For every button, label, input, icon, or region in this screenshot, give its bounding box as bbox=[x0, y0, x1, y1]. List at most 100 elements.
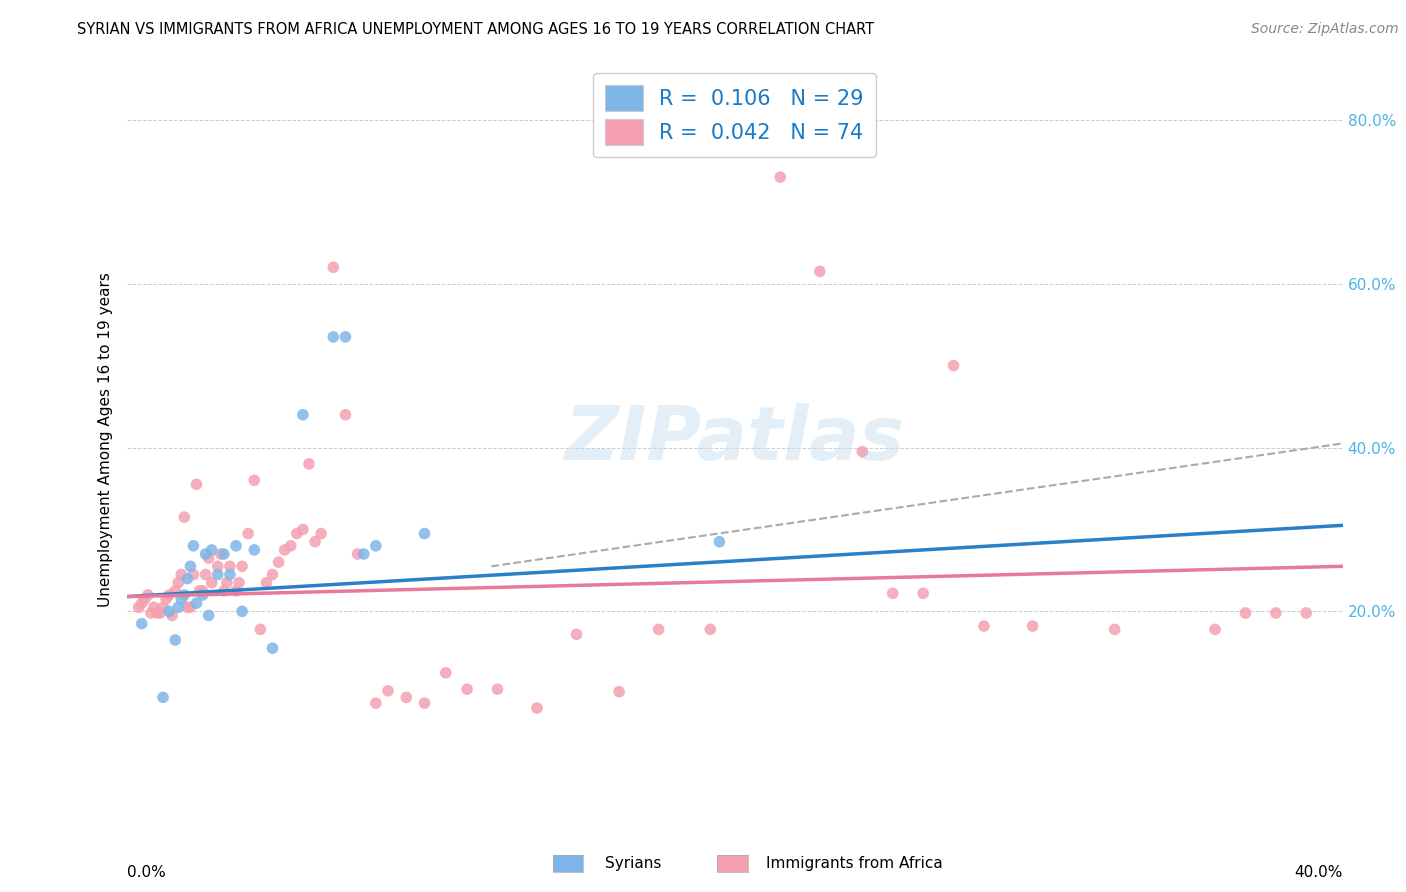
Point bbox=[322, 260, 344, 275]
Point bbox=[188, 583, 211, 598]
Point bbox=[1021, 619, 1043, 633]
Point bbox=[197, 608, 219, 623]
Text: ZIPatlas: ZIPatlas bbox=[565, 403, 904, 475]
Point bbox=[236, 526, 259, 541]
Text: Immigrants from Africa: Immigrants from Africa bbox=[766, 856, 943, 871]
Point bbox=[155, 592, 177, 607]
Point bbox=[157, 604, 180, 618]
Point bbox=[207, 559, 229, 574]
Point bbox=[273, 542, 295, 557]
Legend: R =  0.106   N = 29, R =  0.042   N = 74: R = 0.106 N = 29, R = 0.042 N = 74 bbox=[593, 73, 876, 157]
Point bbox=[152, 600, 174, 615]
Point bbox=[291, 523, 314, 537]
Point bbox=[194, 567, 217, 582]
Point bbox=[170, 567, 193, 582]
Point bbox=[128, 600, 150, 615]
Point bbox=[309, 526, 332, 541]
Point bbox=[280, 539, 302, 553]
Point bbox=[262, 641, 284, 656]
Point bbox=[335, 408, 357, 422]
Point bbox=[165, 633, 187, 648]
Point bbox=[225, 583, 247, 598]
Point bbox=[607, 684, 630, 698]
Point bbox=[526, 701, 548, 715]
Point bbox=[254, 575, 277, 590]
Point bbox=[136, 588, 159, 602]
Point bbox=[201, 575, 224, 590]
Point bbox=[183, 539, 205, 553]
Point bbox=[131, 596, 153, 610]
Point bbox=[139, 606, 162, 620]
Point bbox=[167, 600, 190, 615]
Point bbox=[231, 604, 253, 618]
Point bbox=[942, 359, 965, 373]
Point bbox=[219, 559, 242, 574]
Point bbox=[219, 567, 242, 582]
Point bbox=[243, 473, 266, 487]
Point bbox=[377, 683, 399, 698]
Text: 0.0%: 0.0% bbox=[127, 865, 166, 880]
Point bbox=[146, 606, 169, 620]
Point bbox=[912, 586, 935, 600]
Point bbox=[456, 682, 478, 697]
Point bbox=[243, 542, 266, 557]
Text: Syrians: Syrians bbox=[605, 856, 661, 871]
Point bbox=[191, 583, 214, 598]
Point bbox=[353, 547, 375, 561]
Point bbox=[186, 477, 208, 491]
Point bbox=[131, 616, 153, 631]
Point bbox=[1204, 623, 1226, 637]
Point bbox=[322, 330, 344, 344]
Point bbox=[176, 600, 198, 615]
Point bbox=[882, 586, 904, 600]
Point bbox=[209, 547, 232, 561]
Point bbox=[413, 696, 436, 710]
Point bbox=[207, 567, 229, 582]
Point bbox=[335, 330, 357, 344]
Point bbox=[186, 596, 208, 610]
Point bbox=[285, 526, 308, 541]
Point bbox=[201, 542, 224, 557]
Point bbox=[212, 547, 235, 561]
Point bbox=[142, 600, 165, 615]
Point bbox=[165, 583, 187, 598]
Point bbox=[228, 575, 250, 590]
Point bbox=[191, 588, 214, 602]
Point bbox=[298, 457, 321, 471]
Point bbox=[267, 555, 290, 569]
Point bbox=[262, 567, 284, 582]
Point bbox=[565, 627, 588, 641]
Point bbox=[1104, 623, 1126, 637]
Point bbox=[215, 575, 238, 590]
Point bbox=[173, 510, 195, 524]
Point bbox=[413, 526, 436, 541]
Point bbox=[1264, 606, 1286, 620]
Y-axis label: Unemployment Among Ages 16 to 19 years: Unemployment Among Ages 16 to 19 years bbox=[97, 272, 112, 607]
Point bbox=[170, 592, 193, 607]
Point bbox=[183, 567, 205, 582]
Point bbox=[249, 623, 271, 637]
Point bbox=[291, 408, 314, 422]
Point bbox=[364, 539, 387, 553]
Point bbox=[1234, 606, 1257, 620]
Point bbox=[699, 623, 721, 637]
Point bbox=[152, 690, 174, 705]
Point bbox=[973, 619, 995, 633]
Point bbox=[395, 690, 418, 705]
Point bbox=[225, 539, 247, 553]
Point bbox=[173, 588, 195, 602]
Point bbox=[212, 583, 235, 598]
Point bbox=[851, 444, 873, 458]
Text: 40.0%: 40.0% bbox=[1295, 865, 1343, 880]
Point bbox=[709, 534, 731, 549]
Point bbox=[167, 575, 190, 590]
Text: SYRIAN VS IMMIGRANTS FROM AFRICA UNEMPLOYMENT AMONG AGES 16 TO 19 YEARS CORRELAT: SYRIAN VS IMMIGRANTS FROM AFRICA UNEMPLO… bbox=[77, 22, 875, 37]
Point bbox=[647, 623, 669, 637]
Text: Source: ZipAtlas.com: Source: ZipAtlas.com bbox=[1251, 22, 1399, 37]
Point bbox=[434, 665, 457, 680]
Point bbox=[364, 696, 387, 710]
Point bbox=[157, 588, 180, 602]
Point bbox=[176, 572, 198, 586]
Point bbox=[346, 547, 368, 561]
Point bbox=[179, 559, 201, 574]
